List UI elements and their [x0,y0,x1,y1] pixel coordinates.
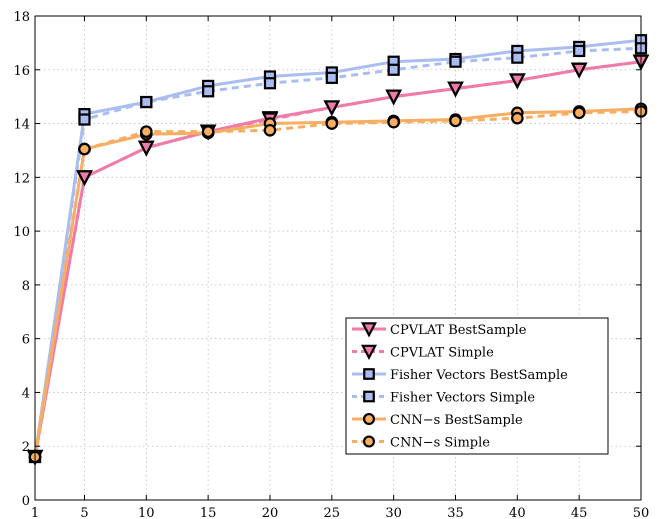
series-markers [26,34,650,466]
x-tick-label: 20 [262,506,279,519]
y-tick-label: 8 [22,279,30,294]
y-tick-label: 12 [13,171,30,186]
data-point-marker [78,142,91,156]
data-point-marker [76,170,93,187]
x-tick-label: 45 [571,506,588,519]
plot-frame [34,15,642,501]
x-tick-label: 35 [447,506,464,519]
data-point-marker [511,51,524,64]
y-tick-label: 16 [13,64,30,79]
y-tick-label: 14 [13,118,30,133]
legend-swatch-marker [363,368,375,380]
legend-label: CPVLAT Simple [390,346,494,361]
x-tick-label: 50 [633,506,650,519]
x-tick-label: 5 [80,506,88,519]
legend: CPVLAT BestSample CPVLAT Simple Fisher Vec… [345,317,609,455]
data-point-marker [78,113,91,126]
data-point-marker [449,55,462,68]
legend-swatch-marker [361,344,377,361]
data-point-marker [387,115,400,129]
data-point-marker [573,44,586,58]
data-point-marker [140,125,153,138]
legend-label: Fisher Vectors Simple [390,391,535,406]
data-point-marker [387,63,400,76]
legend-swatch-marker [363,390,375,403]
data-point-marker [263,123,277,137]
x-tick-label: 1 [31,506,39,519]
data-point-marker [509,73,526,90]
data-point-marker [447,81,464,98]
y-tick-label: 10 [13,225,30,240]
data-point-marker [137,140,155,157]
series-line [33,109,642,458]
y-tick-label: 0 [22,494,30,509]
data-point-marker [449,114,462,128]
y-tick-label: 4 [22,386,30,401]
x-tick-label: 40 [509,506,526,519]
data-point-marker [511,111,524,125]
x-tick-label: 25 [324,506,341,519]
legend-label: CNN−s Simple [390,436,490,451]
data-point-marker [325,117,339,130]
legend-box [345,317,609,455]
legend-label: CPVLAT BestSample [390,323,527,338]
legend-swatch-marker [362,435,376,448]
legend-swatch-marker [362,412,376,426]
y-tick-label: 2 [22,440,30,455]
legend-swatch-marker [361,322,377,338]
y-tick-label: 6 [22,333,30,348]
data-point-marker [201,125,215,138]
x-tick-label: 15 [200,506,217,519]
x-tick-label: 30 [385,506,402,519]
data-point-marker [385,89,402,106]
data-point-marker [323,100,341,117]
data-point-marker [263,77,277,90]
legend-label: CNN−s BestSample [390,413,523,428]
data-point-marker [570,62,588,79]
y-tick-label: 18 [13,10,30,25]
data-point-marker [202,85,215,98]
x-tick-label: 10 [138,506,155,519]
data-point-marker [572,106,586,120]
data-point-marker [325,71,338,84]
legend-label: Fisher Vectors BestSample [390,368,568,383]
data-point-marker [140,95,153,109]
